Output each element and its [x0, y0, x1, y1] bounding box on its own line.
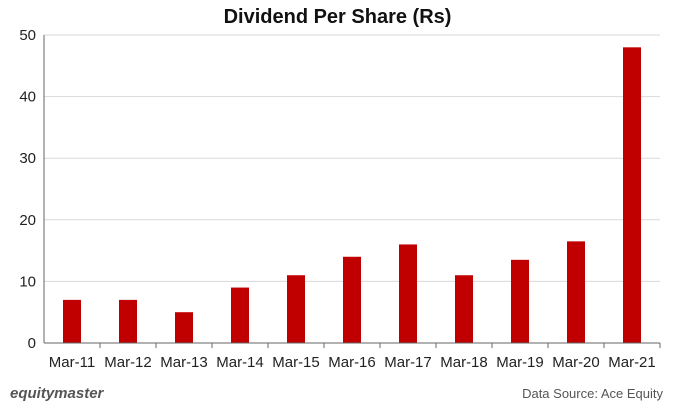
bar-mar-20	[567, 241, 585, 343]
x-tick-label: Mar-17	[384, 354, 432, 371]
x-tick-label: Mar-18	[440, 354, 488, 371]
y-axis-ticks: 0 10 20 30 40 50	[19, 27, 36, 352]
bar-mar-19	[511, 259, 529, 343]
bar-mar-15	[287, 275, 305, 343]
y-tick-label: 10	[19, 273, 36, 290]
x-tick-label: Mar-13	[160, 354, 208, 371]
bar-mar-13	[175, 312, 193, 343]
x-tick-label: Mar-19	[496, 354, 544, 371]
x-axis-ticks: Mar-11 Mar-12 Mar-13 Mar-14 Mar-15 Mar-16 Mar-…	[49, 343, 661, 371]
x-tick-label: Mar-14	[216, 354, 264, 371]
chart-title: Dividend Per Share (Rs)	[223, 6, 452, 28]
x-tick-label: Mar-15	[272, 354, 320, 371]
bars	[63, 47, 641, 343]
bar-mar-21	[623, 47, 641, 343]
bar-mar-16	[343, 256, 361, 343]
bar-mar-18	[455, 275, 473, 343]
bar-mar-11	[63, 299, 81, 343]
x-tick-label: Mar-20	[552, 354, 600, 371]
bar-mar-12	[119, 299, 137, 343]
y-tick-label: 50	[19, 27, 36, 44]
equitymaster-logo: equitymaster	[10, 385, 104, 402]
y-tick-label: 0	[28, 335, 36, 352]
y-tick-label: 20	[19, 212, 36, 229]
x-tick-label: Mar-21	[608, 354, 656, 371]
x-tick-label: Mar-12	[104, 354, 152, 371]
bar-mar-17	[399, 244, 417, 343]
bar-mar-14	[231, 287, 249, 343]
x-tick-label: Mar-16	[328, 354, 376, 371]
y-tick-label: 40	[19, 89, 36, 106]
data-source-note: Data Source: Ace Equity	[522, 386, 663, 401]
y-tick-label: 30	[19, 150, 36, 167]
x-tick-label: Mar-11	[49, 354, 95, 371]
